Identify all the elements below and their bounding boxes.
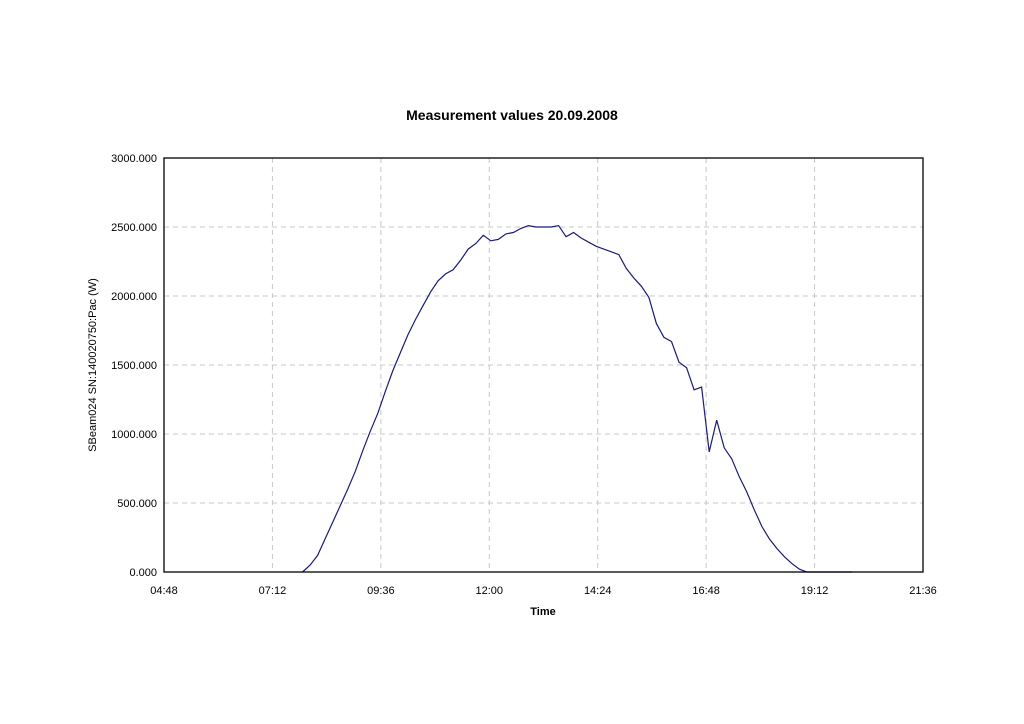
x-tick-label: 12:00 (476, 585, 504, 597)
x-axis-label: Time (530, 606, 555, 618)
x-tick-label: 07:12 (259, 585, 287, 597)
y-tick-label: 2500.000 (111, 222, 157, 234)
x-tick-labels: 04:48 07:12 09:36 12:00 14:24 16:48 19:12 21:36 (150, 585, 937, 597)
x-tick-label: 04:48 (150, 585, 178, 597)
y-tick-label: 500.000 (117, 498, 157, 510)
x-tick-label: 21:36 (909, 585, 937, 597)
y-tick-labels: 0.000 500.000 1000.000 1500.000 2000.000 2500… (111, 153, 157, 579)
plot-frame (163, 157, 924, 573)
x-tick-label: 14:24 (584, 585, 612, 597)
grid (164, 158, 923, 572)
y-axis-label: SBeam024 SN:140020750:Pac (W) (87, 278, 99, 452)
y-tick-label: 3000.000 (111, 153, 157, 165)
y-tick-label: 1500.000 (111, 360, 157, 372)
series-line-pac (302, 224, 853, 573)
y-tick-label: 2000.000 (111, 291, 157, 303)
x-tick-label: 09:36 (367, 585, 395, 597)
y-tick-label: 0.000 (129, 567, 157, 579)
chart-title: Measurement values 20.09.2008 (406, 107, 618, 123)
x-tick-label: 19:12 (801, 585, 829, 597)
x-tick-label: 16:48 (692, 585, 720, 597)
y-tick-label: 1000.000 (111, 429, 157, 441)
